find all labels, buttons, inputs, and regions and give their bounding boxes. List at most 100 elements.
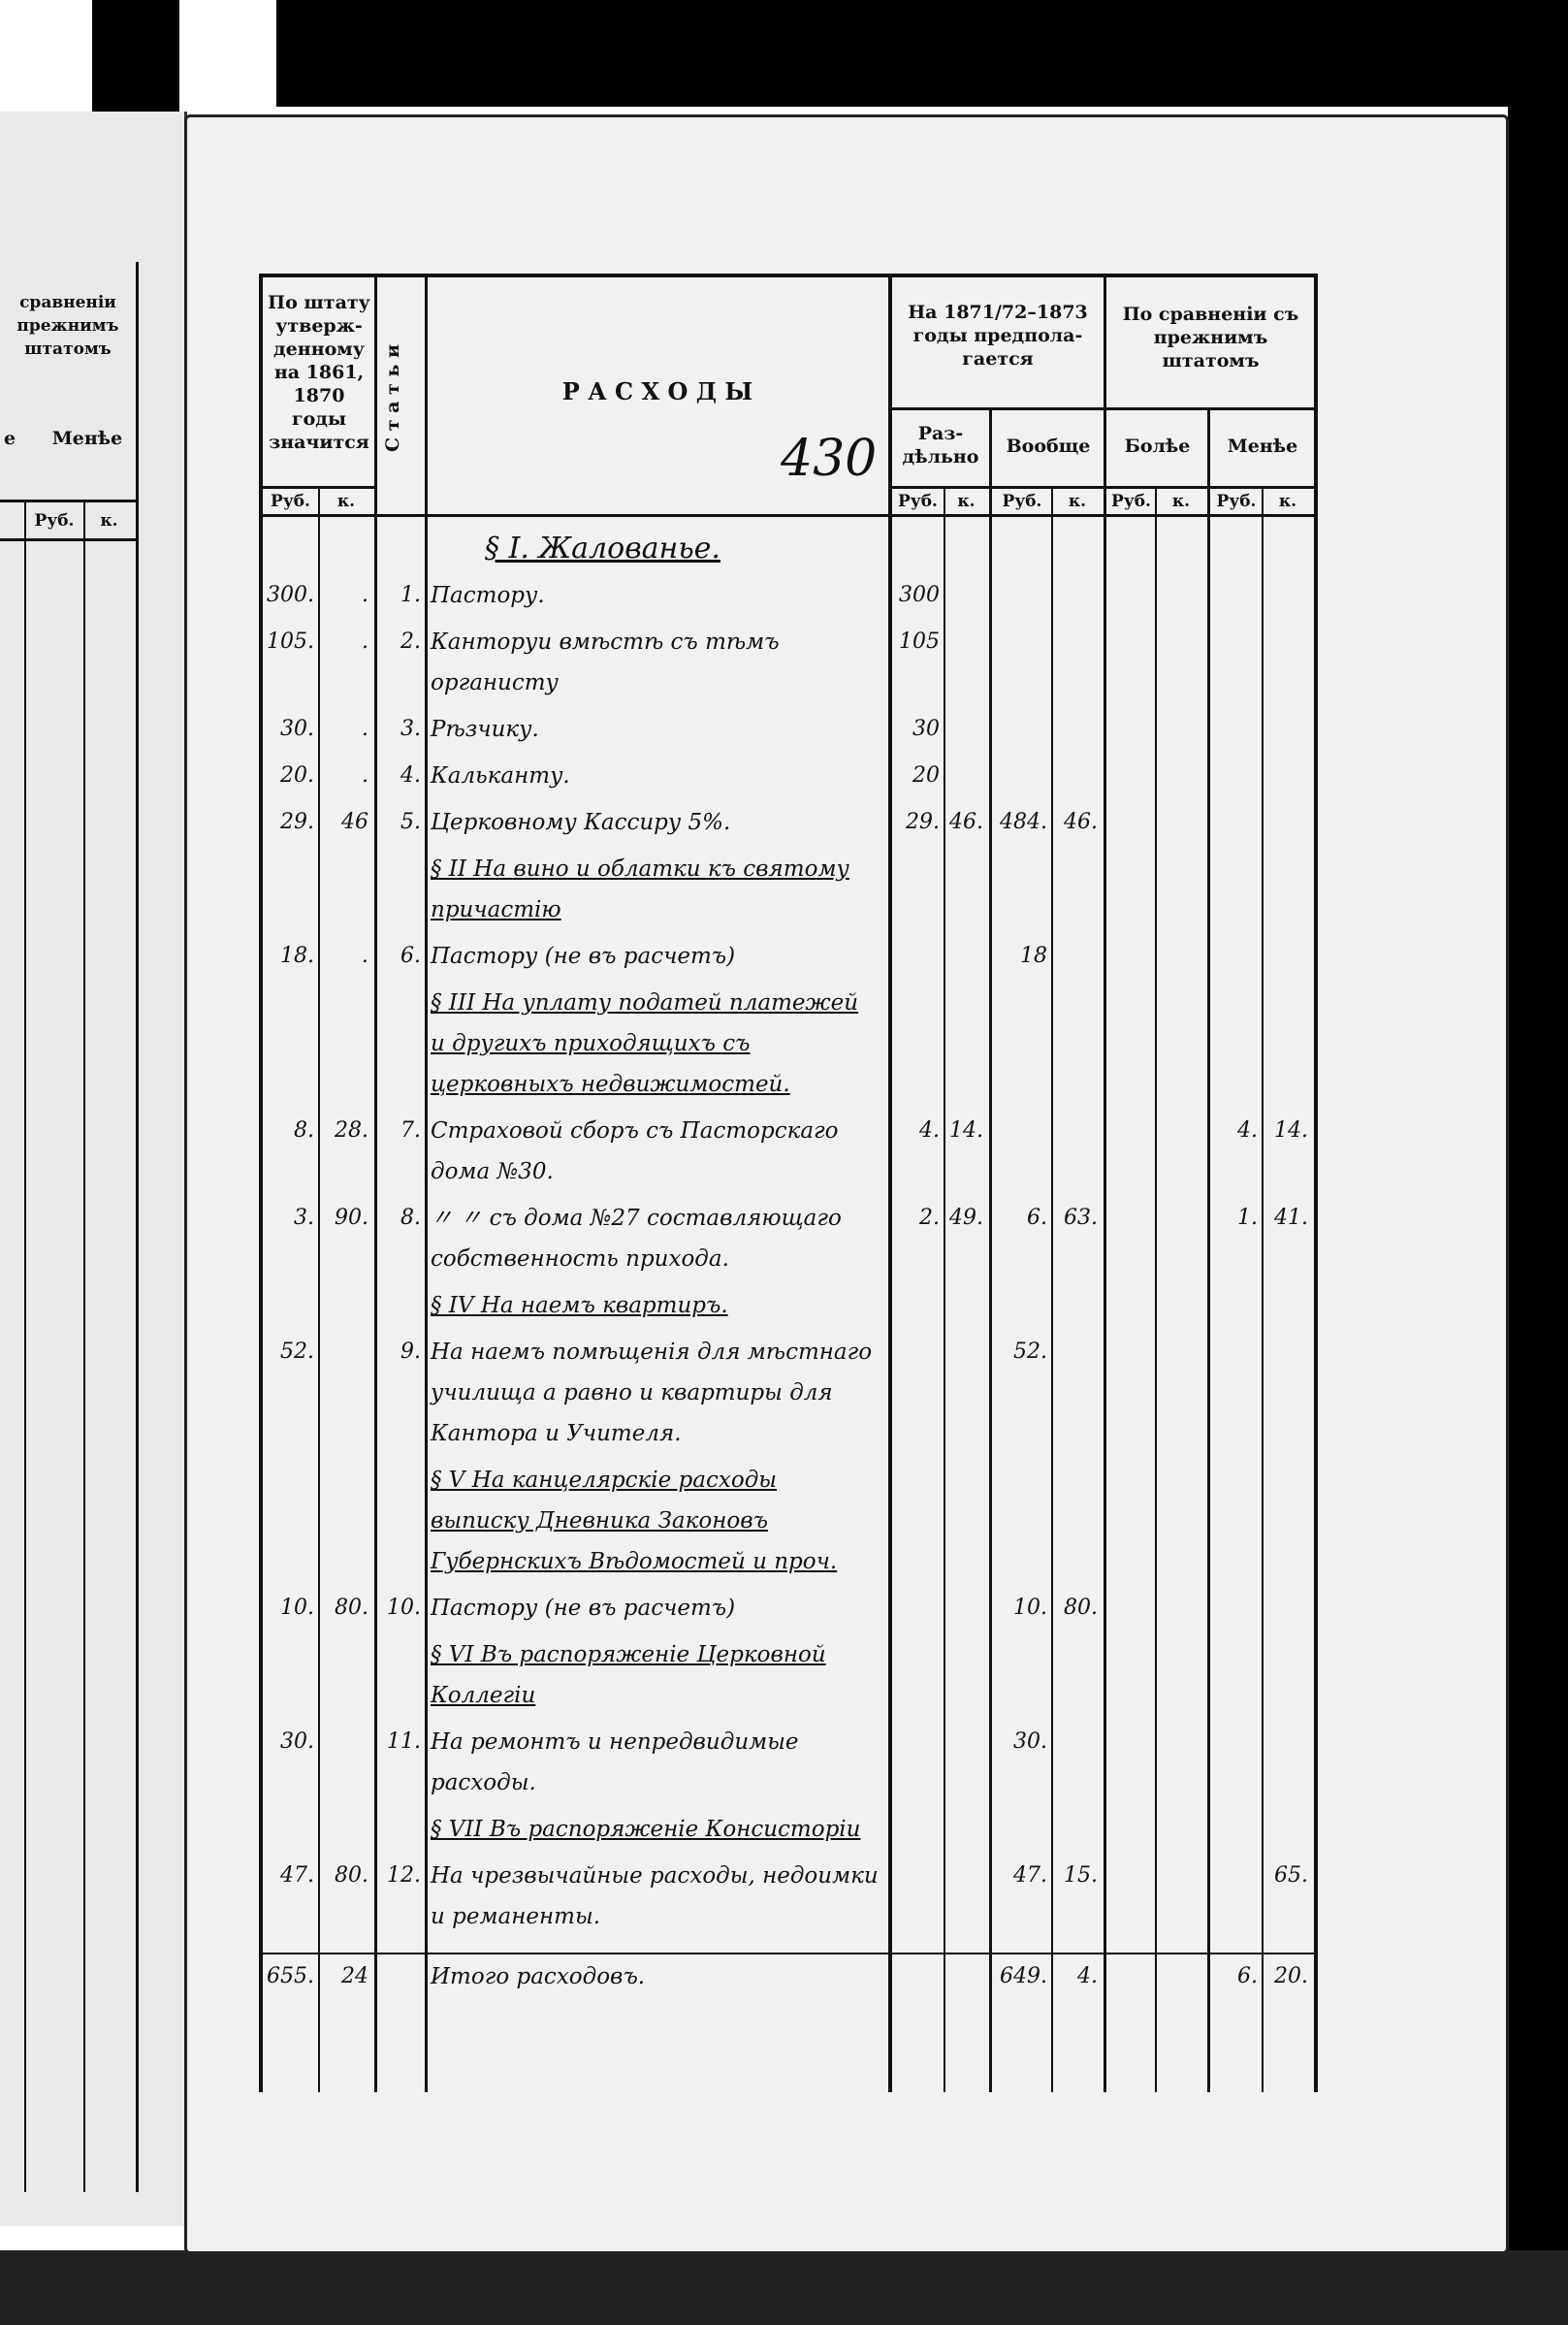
cell-art: 6. [400,944,421,968]
total-row: Итого расходовъ. 655. 24 649. 4. 6. 20. [0,1953,1568,2003]
header-rub-4: Руб. [1216,492,1257,511]
cell-art: 1. [400,583,421,607]
cell-less-k: 65. [1274,1863,1308,1888]
left-more-header: е [3,428,16,449]
header-total: Вообще [1006,436,1091,457]
scan-border-left [92,0,179,116]
cell-staff-r: 10. [280,1596,314,1620]
cell-art: 12. [387,1863,421,1888]
cell-less-k: 20. [1274,1964,1308,1988]
section-heading: § VI Въ распоряженiе Церковной Коллегiи [0,1634,1568,1722]
cell-tot-r: 52. [1013,1340,1047,1364]
cell-art: 9. [400,1340,421,1364]
cell-staff-k: . [362,630,368,654]
table-row: Пастору (не въ расчетъ) 18.. 6. 18 [0,936,1568,983]
header-kop-3: к. [1171,492,1191,511]
scan-border-top [276,0,1566,107]
cell-staff-k: 28. [335,1118,368,1143]
cell-text: Рѣзчику. [431,717,539,742]
cell-text: Канторуи вмѣстѣ съ тѣмъ органисту [431,630,780,695]
table-row: Церковному Кассиру 5%. 29. 46 5. 29. 46. 484. 4… [0,802,1568,849]
header-more: Болѣе [1124,436,1191,457]
section-title: § VI Въ распоряженiе Церковной Коллегiи [431,1642,826,1708]
cell-staff-k: 80. [335,1596,368,1620]
cell-tot-r: 18 [1020,944,1047,968]
section-heading: § IV На наемъ квартиръ. [0,1285,1568,1332]
table-row: На наемъ помѣщенiя для мѣстнаго училища … [0,1332,1568,1460]
table-row: 〃 〃 съ дома №27 составляющаго собственно… [0,1198,1568,1285]
cell-staff-r: 47. [280,1863,314,1888]
cell-tot-r: 649. [1000,1964,1047,1988]
section-heading: § III На уплату податей платежей и други… [0,983,1568,1111]
cell-text: Страховой сборъ съ Пасторскаго дома №30. [431,1118,839,1184]
section-title: § V На канцелярскiе расходы выписку Днев… [431,1468,838,1574]
section-title: § III На уплату податей платежей и други… [431,990,859,1097]
cell-tot-k: 4. [1077,1964,1098,1988]
cell-tot-r: 10. [1013,1596,1047,1620]
header-articles: С т а т ь и [382,343,403,452]
cell-art: 5. [400,810,421,834]
cell-art: 7. [400,1118,421,1143]
cell-sep-r: 2. [919,1206,940,1230]
cell-staff-k: . [362,763,368,788]
cell-art: 4. [400,763,421,788]
cell-staff-k: 90. [335,1206,368,1230]
cell-text: Пастору. [431,583,545,608]
table-row: Рѣзчику. 30.. 3. 30 [0,709,1568,756]
cell-staff-k: 80. [335,1863,368,1888]
header-kop-1: к. [957,492,976,511]
cell-staff-k: . [362,944,368,968]
table-row: Страховой сборъ съ Пасторскаго дома №30.… [0,1111,1568,1198]
cell-staff-r: 3. [294,1206,314,1230]
cell-staff-k: . [362,717,368,741]
page-number: 430 [781,430,878,488]
section-heading: § I. Жалованье. [0,529,1568,575]
scan-border-right [1508,0,1568,2325]
header-rub-2: Руб. [1002,492,1042,511]
cell-art: 10. [387,1596,421,1620]
expense-rows: § I. Жалованье. Пастору. 300.. 1. 300 Кантору… [0,529,1568,2003]
cell-art: 8. [400,1206,421,1230]
cell-text: На ремонтъ и непредвидимые расходы. [431,1729,799,1795]
cell-sep-r: 300 [899,583,940,607]
table-row: Канторуи вмѣстѣ съ тѣмъ органисту 105.. 2.… [0,622,1568,709]
cell-tot-k: 15. [1064,1863,1098,1888]
cell-staff-k: 46 [341,810,368,834]
cell-tot-r: 484. [1000,810,1047,834]
cell-art: 11. [387,1729,421,1754]
cell-sep-k: 46. [949,810,983,834]
facing-page: сравненiи прежнимъ штатомъ Менѣе е Руб. … [0,112,187,2226]
cell-tot-r: 47. [1013,1863,1047,1888]
cell-text: Церковному Кассиру 5%. [431,810,731,835]
header-separately: Раз-дѣльно [902,423,979,468]
cell-staff-r: 30. [280,1729,314,1754]
header-rub-3: Руб. [1111,492,1151,511]
cell-staff-k: 24 [341,1964,368,1988]
header-planned: На 1871/72–1873 годы предпола-гается [908,302,1088,370]
cell-sep-k: 49. [949,1206,983,1230]
cell-staff-k: . [362,583,368,607]
scan-border-bottom [0,2250,1568,2325]
table-row: На чрезвычайные расходы, недоимки и рема… [0,1856,1568,1943]
cell-less-k: 14. [1274,1118,1308,1143]
left-less-header: Менѣе [51,428,123,449]
cell-text: 〃 〃 съ дома №27 составляющаго собственно… [431,1206,842,1272]
table-row: Пастору. 300.. 1. 300 [0,575,1568,622]
section-heading: § V На канцелярскiе расходы выписку Днев… [0,1460,1568,1588]
cell-sep-r: 105 [899,630,940,654]
cell-sep-r: 4. [919,1118,940,1143]
cell-tot-r: 30. [1013,1729,1047,1754]
header-title: Р А С Х О Д Ы [561,377,753,405]
table-row: Кальканту. 20.. 4. 20 [0,756,1568,802]
header-less: Менѣе [1227,436,1298,457]
total-divider [259,1953,1318,1954]
header-rub-1: Руб. [898,492,938,511]
cell-sep-r: 30 [912,717,940,741]
header-kop-2: к. [1068,492,1087,511]
table-row: На ремонтъ и непредвидимые расходы. 30. 11… [0,1722,1568,1809]
cell-staff-r: 18. [280,944,314,968]
left-compare-header: сравненiи прежнимъ штатомъ [16,293,119,359]
cell-text: На наемъ помѣщенiя для мѣстнаго училища … [431,1340,873,1446]
header-compare: По сравненiи съ прежнимъ штатомъ [1122,304,1299,371]
